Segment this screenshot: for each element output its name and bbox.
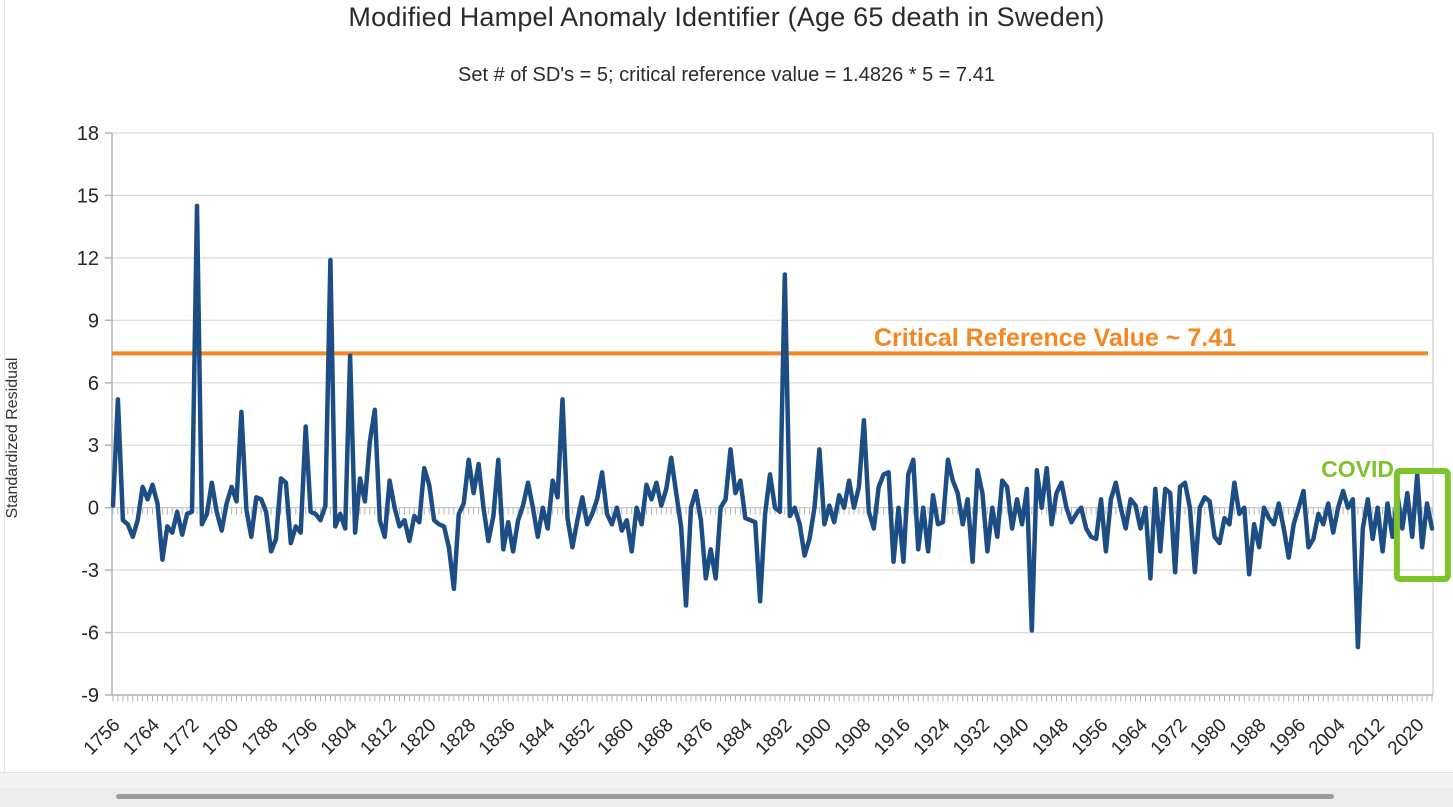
x-tick-label-1844: 1844 <box>515 714 560 759</box>
x-tick-label-1980: 1980 <box>1186 715 1231 760</box>
residual-series-line <box>110 203 1435 650</box>
x-tick-label-1996: 1996 <box>1265 715 1310 760</box>
axes-and-ticks <box>105 132 1434 702</box>
x-tick-label-1972: 1972 <box>1147 715 1192 760</box>
x-tick-label-1892: 1892 <box>752 715 797 760</box>
x-tick-label-1804: 1804 <box>317 714 362 759</box>
x-tick-label-1820: 1820 <box>396 715 441 760</box>
x-tick-label-1772: 1772 <box>159 715 204 760</box>
x-tick-label-2020: 2020 <box>1384 715 1429 760</box>
covid-highlight-box <box>1393 468 1451 582</box>
x-tick-label-1876: 1876 <box>673 715 718 760</box>
y-tick-label--9: -9 <box>81 685 99 707</box>
chart-title: Modified Hampel Anomaly Identifier (Age … <box>348 2 1105 32</box>
y-tick-label-18: 18 <box>77 123 99 145</box>
x-tick-label-1868: 1868 <box>633 715 678 760</box>
x-tick-label-1932: 1932 <box>949 715 994 760</box>
x-tick-label-2004: 2004 <box>1305 714 1350 759</box>
x-tick-label-1908: 1908 <box>831 715 876 760</box>
y-tick-label-9: 9 <box>88 310 99 332</box>
y-tick-label-15: 15 <box>77 185 99 207</box>
x-tick-label-1828: 1828 <box>435 715 480 760</box>
reference-line-label: Critical Reference Value ~ 7.41 <box>874 324 1236 352</box>
x-axis-labels: 1756176417721780178817961804181218201828… <box>80 714 1429 759</box>
x-tick-label-1780: 1780 <box>198 715 243 760</box>
x-tick-label-1860: 1860 <box>594 715 639 760</box>
x-tick-label-1940: 1940 <box>989 715 1034 760</box>
window-left-border <box>4 0 5 772</box>
x-tick-label-1924: 1924 <box>910 714 955 759</box>
x-tick-label-1956: 1956 <box>1068 715 1113 760</box>
y-axis-title: Standardized Residual <box>4 358 21 519</box>
x-tick-label-1852: 1852 <box>554 715 599 760</box>
x-tick-label-1948: 1948 <box>1028 715 1073 760</box>
x-tick-label-1884: 1884 <box>712 714 757 759</box>
covid-annotation-label: COVID <box>1321 456 1394 482</box>
x-tick-label-1916: 1916 <box>870 715 915 760</box>
line-chart: 1756176417721780178817961804181218201828… <box>4 123 1451 759</box>
horizontal-scrollbar-area <box>0 772 1453 807</box>
x-tick-label-1796: 1796 <box>277 715 322 760</box>
x-tick-label-1900: 1900 <box>791 715 836 760</box>
annotation-box <box>1393 468 1451 582</box>
y-tick-label-3: 3 <box>88 435 99 457</box>
series-polyline <box>110 203 1435 650</box>
y-tick-label-12: 12 <box>77 248 99 270</box>
y-axis-labels: 18 15 12 9 6 3 0 -3 -6 -9 <box>77 123 99 707</box>
y-tick-label--6: -6 <box>81 623 99 645</box>
y-tick-label-6: 6 <box>88 373 99 395</box>
x-tick-label-1788: 1788 <box>238 715 283 760</box>
x-tick-label-1812: 1812 <box>356 715 401 760</box>
x-tick-label-1764: 1764 <box>119 714 164 759</box>
y-tick-label-0: 0 <box>88 498 99 520</box>
x-tick-label-1836: 1836 <box>475 715 520 760</box>
y-tick-label--3: -3 <box>81 560 99 582</box>
x-tick-label-1756: 1756 <box>80 715 125 760</box>
gridlines <box>112 132 1433 696</box>
x-tick-label-2012: 2012 <box>1344 715 1389 760</box>
x-tick-label-1988: 1988 <box>1226 715 1271 760</box>
x-tick-label-1964: 1964 <box>1107 714 1152 759</box>
chart-subtitle: Set # of SD's = 5; critical reference va… <box>458 64 995 86</box>
horizontal-scrollbar-thumb[interactable] <box>116 794 1334 799</box>
